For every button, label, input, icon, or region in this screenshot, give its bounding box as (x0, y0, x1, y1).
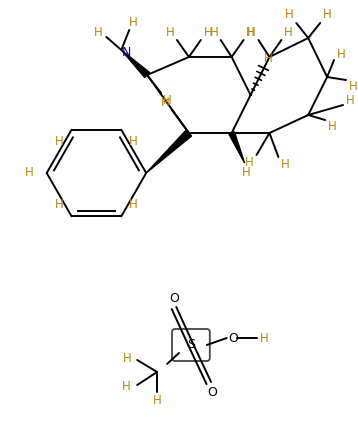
Text: H: H (166, 25, 174, 38)
Text: H: H (203, 25, 212, 38)
Text: H: H (161, 96, 169, 109)
Text: H: H (245, 157, 254, 170)
Text: H: H (94, 27, 103, 39)
Text: H: H (285, 8, 294, 22)
Text: S: S (187, 338, 195, 352)
Text: H: H (260, 332, 269, 344)
Text: H: H (163, 94, 171, 107)
Text: N: N (122, 46, 131, 58)
Text: H: H (129, 198, 137, 211)
Text: O: O (169, 292, 179, 305)
Text: H: H (246, 25, 255, 38)
Text: H: H (24, 167, 33, 179)
Text: H: H (209, 25, 218, 38)
Text: H: H (328, 120, 337, 132)
Text: H: H (281, 159, 290, 171)
Text: H: H (129, 16, 137, 28)
Text: H: H (264, 52, 273, 66)
Text: H: H (55, 135, 64, 148)
Text: H: H (247, 25, 256, 38)
Text: H: H (337, 47, 345, 60)
Text: H: H (323, 8, 332, 22)
Text: H: H (242, 165, 251, 179)
Text: H: H (345, 93, 354, 107)
Text: H: H (349, 80, 357, 93)
Text: H: H (129, 135, 137, 148)
Text: H: H (55, 198, 64, 211)
Text: H: H (153, 393, 161, 407)
Polygon shape (229, 132, 245, 163)
FancyBboxPatch shape (172, 329, 210, 361)
Text: H: H (284, 25, 293, 38)
Polygon shape (121, 50, 150, 77)
Text: H: H (123, 352, 132, 365)
Text: O: O (229, 332, 238, 344)
Text: H: H (122, 381, 131, 393)
Polygon shape (146, 130, 192, 173)
Text: O: O (207, 385, 217, 398)
